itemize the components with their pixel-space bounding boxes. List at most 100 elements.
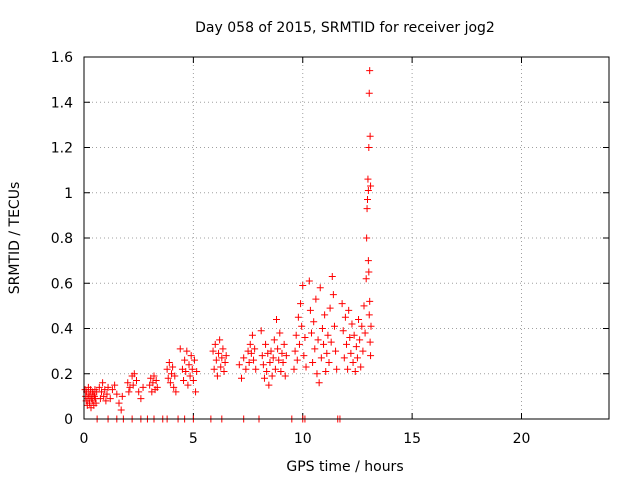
data-point (365, 89, 373, 97)
data-point (217, 363, 225, 371)
data-point (330, 322, 338, 330)
data-point (268, 372, 276, 380)
data-point (327, 338, 335, 346)
data-point (137, 395, 145, 403)
data-point (366, 67, 374, 75)
data-point (209, 347, 217, 355)
data-point (171, 372, 179, 380)
x-axis-title: GPS time / hours (286, 459, 403, 475)
y-tick-label: 0.8 (51, 231, 73, 247)
data-point (258, 352, 266, 360)
data-point (360, 302, 368, 310)
data-point (113, 390, 121, 398)
data-point (245, 358, 253, 366)
data-point (182, 367, 190, 375)
y-tick-label: 0.4 (51, 322, 73, 338)
data-point (218, 354, 226, 362)
data-point (308, 329, 315, 337)
data-point (238, 374, 245, 382)
data-point (366, 297, 374, 305)
data-point (181, 356, 189, 364)
data-point (348, 320, 356, 328)
y-tick-label: 0 (64, 412, 73, 428)
data-point (324, 331, 332, 339)
data-points (81, 67, 375, 423)
data-point (190, 356, 198, 364)
data-point (163, 365, 171, 373)
data-point (297, 300, 305, 308)
data-point (92, 399, 100, 407)
data-point (266, 358, 274, 366)
data-point (186, 372, 194, 380)
data-point (295, 340, 303, 348)
data-point (349, 358, 357, 366)
data-point (106, 395, 114, 403)
data-point (298, 322, 306, 330)
data-point (248, 331, 256, 339)
y-tick-label: 0.6 (51, 276, 73, 292)
data-point (187, 352, 195, 360)
data-point (104, 383, 112, 391)
data-point (270, 336, 278, 344)
data-point (291, 347, 299, 355)
data-point (323, 349, 331, 357)
data-point (169, 363, 177, 371)
data-point (130, 370, 138, 378)
y-tick-label: 1.4 (51, 95, 73, 111)
data-point (361, 329, 369, 337)
data-point (153, 383, 161, 391)
data-point (306, 306, 314, 314)
data-point (240, 354, 248, 362)
y-tick-labels: 0 0.2 0.4 0.6 0.8 1 1.2 1.4 1.6 (51, 50, 73, 428)
data-point (133, 377, 140, 385)
data-point (363, 205, 371, 213)
data-point (300, 352, 308, 360)
data-point (341, 313, 349, 321)
data-point (276, 329, 284, 337)
data-point (312, 295, 320, 303)
data-point (317, 354, 325, 362)
data-point (166, 379, 174, 387)
data-point (184, 381, 192, 389)
data-point (215, 349, 223, 357)
data-point (213, 372, 221, 380)
data-point (328, 272, 336, 280)
data-point (339, 327, 347, 335)
data-point (363, 234, 371, 242)
data-point (333, 365, 341, 373)
data-point (345, 306, 353, 314)
data-point (362, 275, 370, 283)
data-point (365, 268, 373, 276)
data-point (281, 372, 289, 380)
data-point (326, 304, 334, 312)
data-point (129, 381, 137, 389)
data-point (355, 315, 363, 323)
data-point (235, 361, 243, 369)
data-point (294, 313, 302, 321)
data-point (346, 334, 354, 342)
data-point (358, 322, 366, 330)
data-point (152, 377, 160, 385)
data-point (99, 379, 107, 387)
data-point (269, 354, 277, 362)
y-tick-label: 1 (64, 186, 73, 202)
data-point (338, 300, 346, 308)
data-point (252, 365, 260, 373)
data-point (250, 356, 258, 364)
data-point (135, 388, 143, 396)
data-point (262, 340, 270, 348)
data-point (352, 343, 360, 351)
data-point (322, 367, 330, 375)
data-point (117, 406, 125, 414)
data-point (124, 379, 132, 387)
grid-lines (84, 57, 609, 419)
data-point (366, 132, 374, 140)
data-point (305, 277, 313, 285)
data-point (292, 331, 300, 339)
data-point (108, 386, 116, 394)
data-point (263, 367, 271, 375)
data-point (357, 363, 365, 371)
data-point (351, 367, 359, 375)
data-point (176, 345, 184, 353)
data-point (246, 340, 254, 348)
